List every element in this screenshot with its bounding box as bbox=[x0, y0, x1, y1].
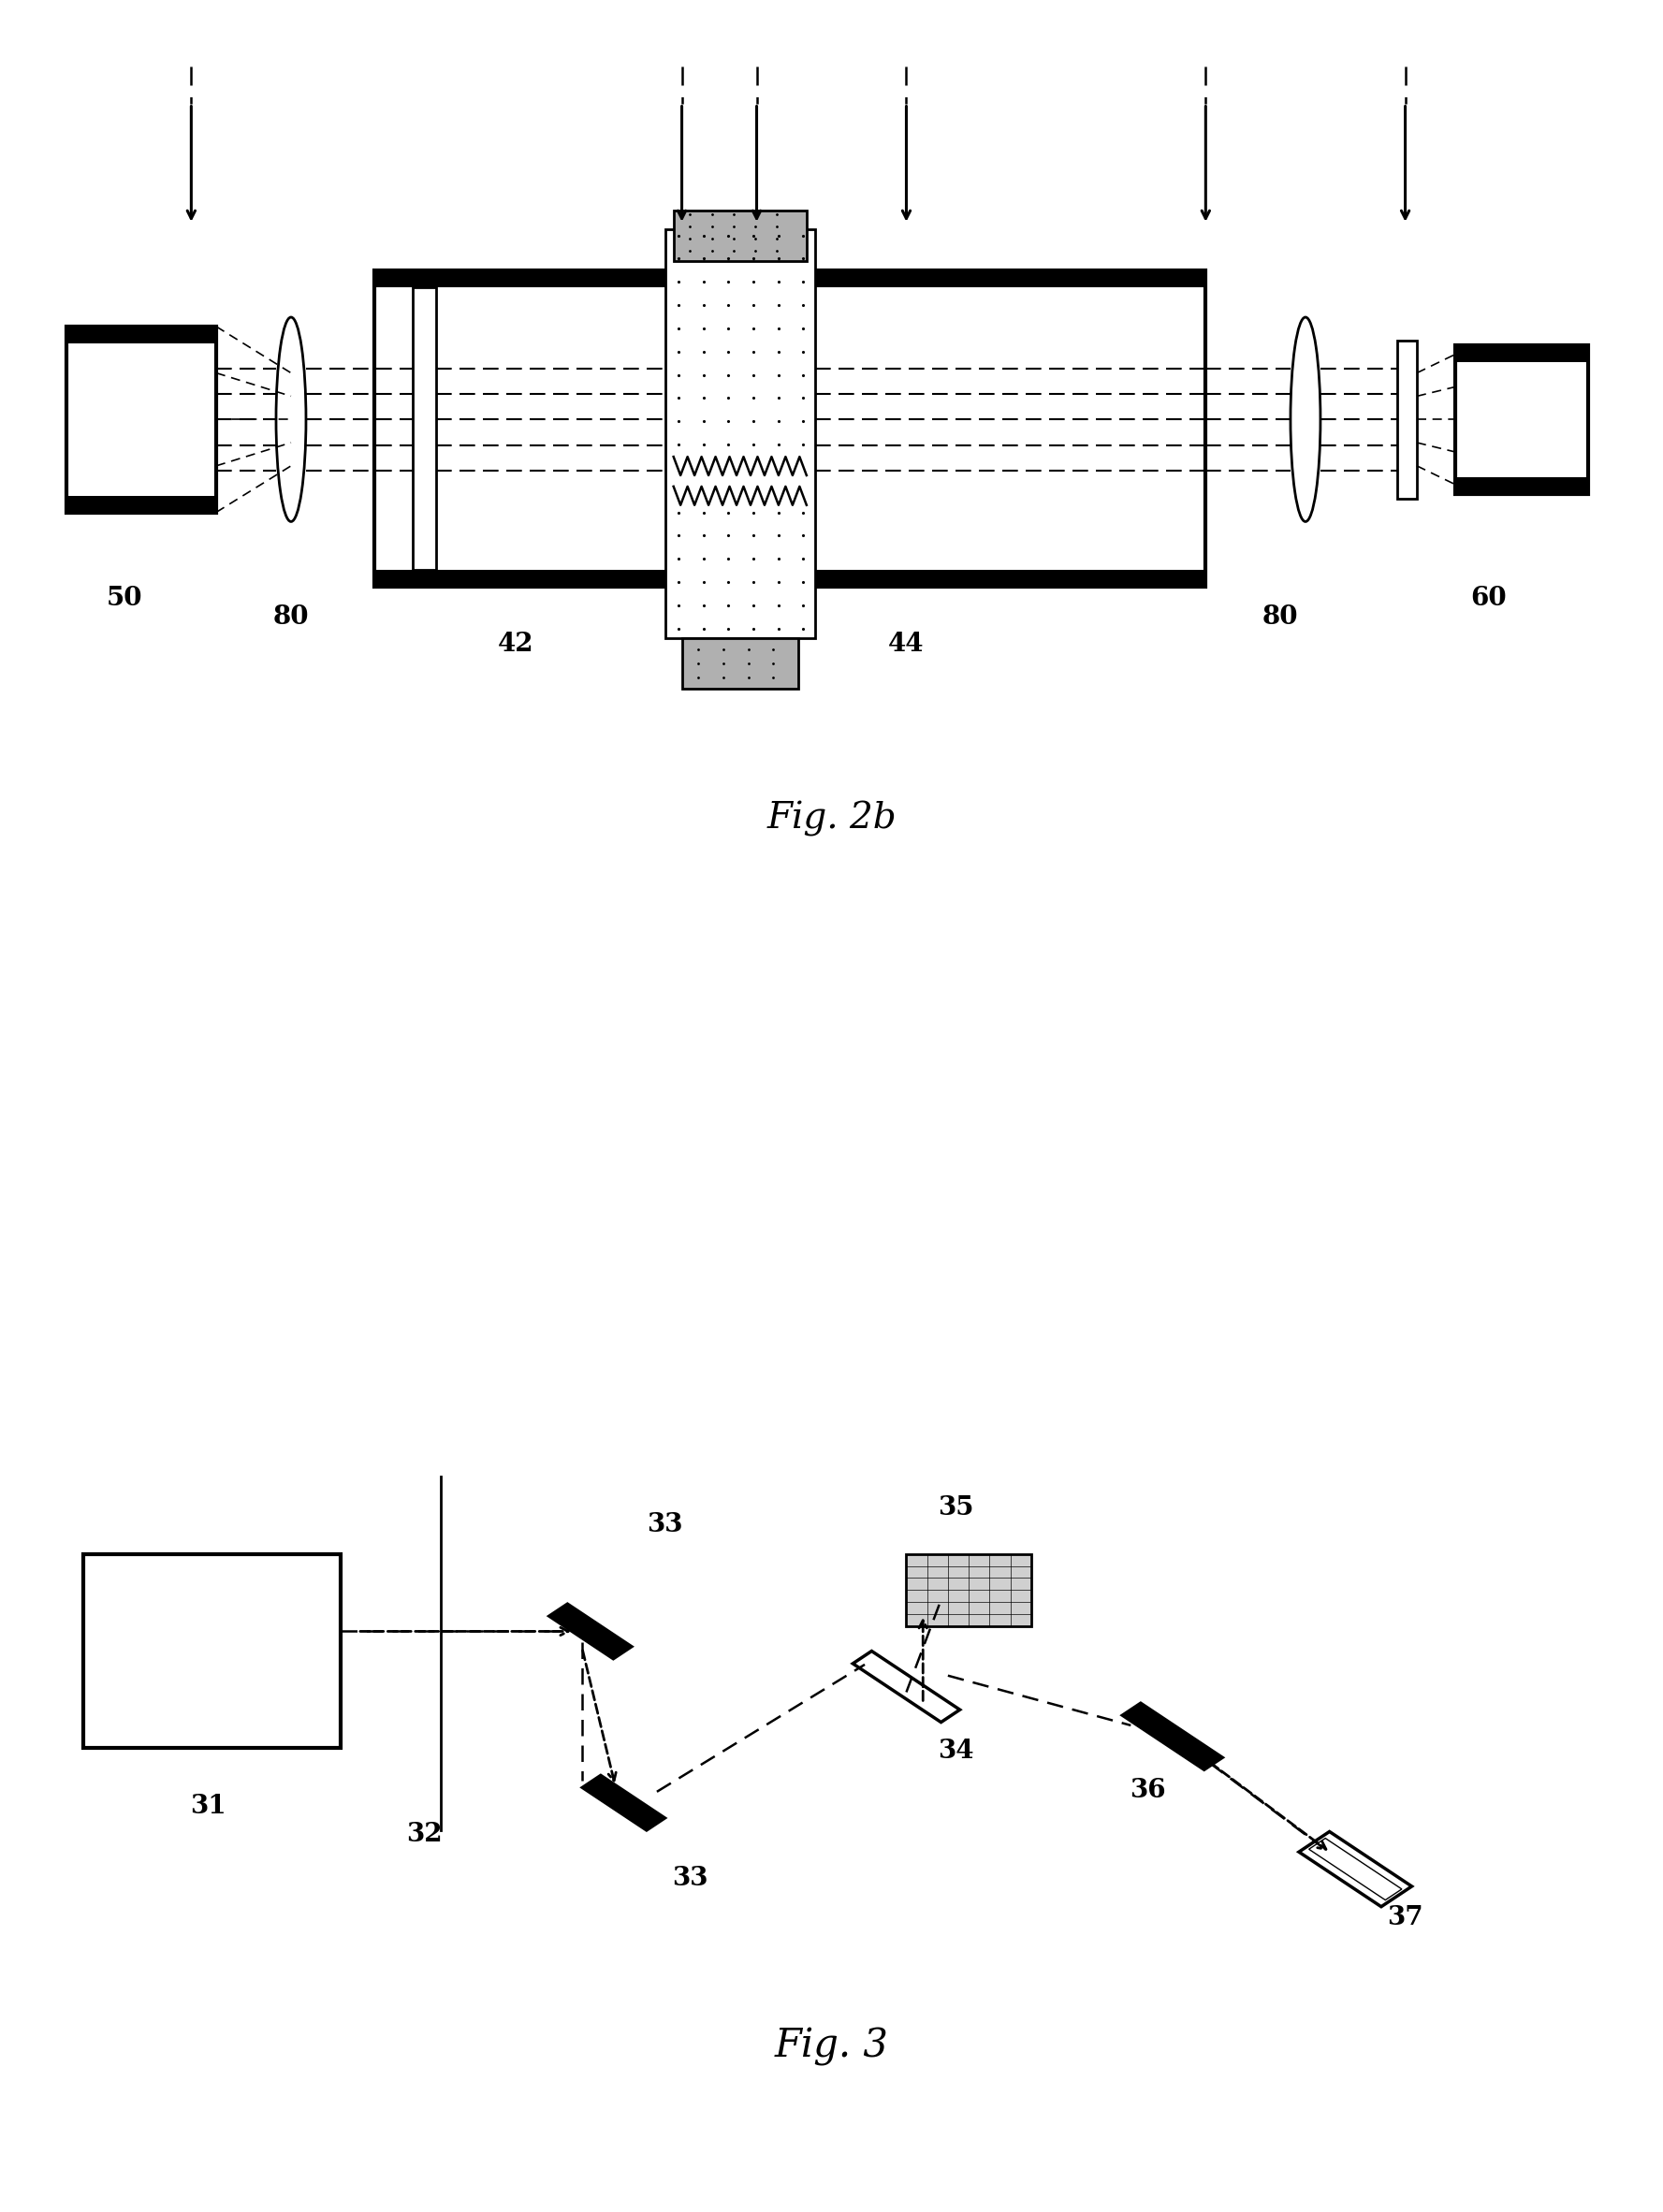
Bar bbox=[67, 327, 216, 513]
Bar bbox=[1455, 345, 1588, 493]
Bar bbox=[682, 637, 798, 688]
Bar bbox=[1455, 478, 1588, 493]
Text: 31: 31 bbox=[190, 1794, 226, 1820]
Text: 44: 44 bbox=[888, 633, 925, 657]
Text: 33: 33 bbox=[647, 1513, 683, 1537]
Polygon shape bbox=[549, 1604, 632, 1659]
Bar bbox=[412, 288, 436, 571]
Bar bbox=[374, 270, 1206, 288]
Text: Fig. 3: Fig. 3 bbox=[775, 2026, 888, 2066]
Bar bbox=[665, 230, 815, 637]
Text: Fig. 2b: Fig. 2b bbox=[767, 801, 896, 836]
Text: 80: 80 bbox=[1262, 604, 1299, 630]
Text: 35: 35 bbox=[938, 1495, 975, 1522]
Bar bbox=[906, 1555, 1031, 1626]
Text: 80: 80 bbox=[273, 604, 309, 630]
Bar bbox=[67, 327, 216, 343]
Text: 36: 36 bbox=[1129, 1778, 1166, 1803]
Bar bbox=[374, 270, 1206, 586]
Text: 33: 33 bbox=[672, 1867, 708, 1891]
Text: 50: 50 bbox=[106, 586, 143, 611]
Polygon shape bbox=[582, 1774, 665, 1832]
Text: 60: 60 bbox=[1470, 586, 1507, 611]
Bar bbox=[374, 571, 1206, 586]
Bar bbox=[1397, 341, 1417, 498]
Text: 34: 34 bbox=[938, 1739, 975, 1765]
Bar bbox=[1455, 345, 1588, 363]
Text: 42: 42 bbox=[497, 633, 534, 657]
Bar bbox=[83, 1553, 341, 1747]
Bar bbox=[674, 210, 807, 261]
Polygon shape bbox=[1299, 1832, 1412, 1907]
Text: 32: 32 bbox=[406, 1823, 442, 1847]
Bar bbox=[67, 495, 216, 513]
Polygon shape bbox=[1123, 1703, 1222, 1770]
Text: 37: 37 bbox=[1387, 1905, 1424, 1931]
